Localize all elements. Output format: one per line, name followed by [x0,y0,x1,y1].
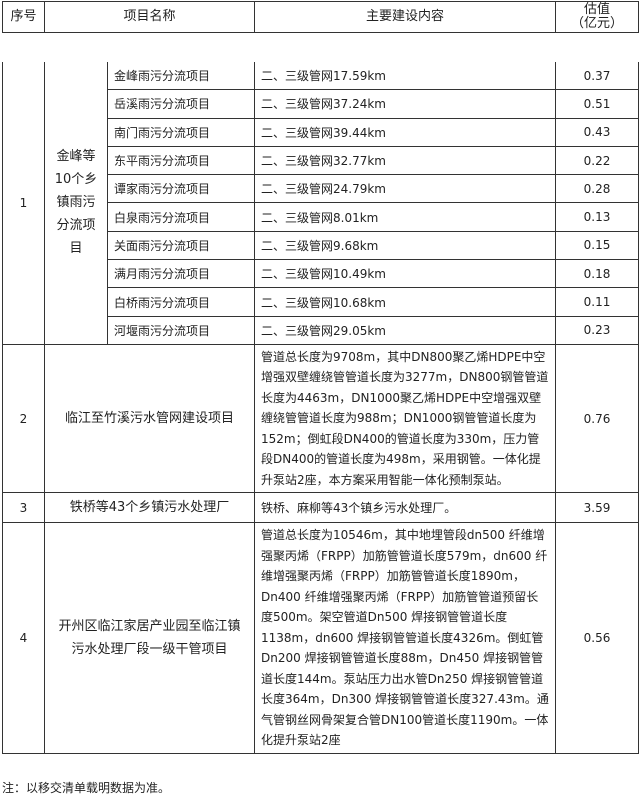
row-seq: 4 [2,522,45,754]
subproject-value: 0.18 [555,259,639,289]
project-content: 管道总长度为10546m，其中地埋管段dn500 纤维增强聚丙烯（FRPP）加筋… [254,522,556,754]
table-row: 河堰雨污分流项目 二、三级管网29.05km 0.23 [3,315,639,345]
project-content: 管道总长度为9708m，其中DN800聚乙烯HDPE中空增强双壁缠绕管管道长度为… [254,343,556,494]
table-row: 东平雨污分流项目 二、三级管网32.77km 0.22 [3,145,639,176]
project-value: 3.59 [555,492,639,524]
project-content: 铁桥、麻柳等43个镇乡污水处理厂。 [254,492,556,524]
subproject-name: 谭家雨污分流项目 [107,174,255,204]
table-row: 南门雨污分流项目 二、三级管网39.44km 0.43 [3,117,639,147]
subproject-value: 0.28 [555,174,639,204]
subproject-name: 白泉雨污分流项目 [107,202,255,232]
subproject-name: 金峰雨污分流项目 [107,62,255,91]
project-table: 1 金峰等10个乡镇雨污分流项目 金峰雨污分流项目 二、三级管网17.59km 0.37… [2,62,639,754]
table-row: 4 开州区临江家居产业园至临江镇污水处理厂段一级干管项目 管道总长度为10546m，… [2,522,639,754]
subproject-name: 南门雨污分流项目 [107,117,255,147]
table-row: 岳溪雨污分流项目 二、三级管网37.24km 0.51 [3,89,639,119]
footnote: 注：以移交清单载明数据为准。 [2,781,171,795]
subproject-value: 0.13 [555,202,639,232]
table-row: 白泉雨污分流项目 二、三级管网8.01km 0.13 [3,202,639,232]
table-row: 1 金峰等10个乡镇雨污分流项目 金峰雨污分流项目 二、三级管网17.59km 0.37 [2,62,639,345]
table-row: 白桥雨污分流项目 二、三级管网10.68km 0.11 [3,287,639,317]
subproject-content: 二、三级管网39.44km [254,117,556,147]
subproject-content: 二、三级管网8.01km [254,202,556,232]
subproject-value: 0.37 [555,62,639,91]
subproject-value: 0.15 [555,230,639,261]
subproject-name: 东平雨污分流项目 [107,145,255,176]
table-row: 2 临江至竹溪污水管网建设项目 管道总长度为9708m，其中DN800聚乙烯HDPE… [2,343,639,494]
table-row: 满月雨污分流项目 二、三级管网10.49km 0.18 [3,259,639,289]
subproject-value: 0.51 [555,89,639,119]
subproject-content: 二、三级管网17.59km [254,62,556,91]
table-row: 关面雨污分流项目 二、三级管网9.68km 0.15 [3,230,639,261]
subproject-content: 二、三级管网24.79km [254,174,556,204]
subproject-content: 二、三级管网10.49km [254,259,556,289]
header-content: 主要建设内容 [254,1,556,33]
row-seq: 3 [2,492,45,524]
group-name: 金峰等10个乡镇雨污分流项目 [44,62,108,345]
row-seq: 2 [2,343,45,494]
header-value-line2: （亿元） [570,16,623,31]
project-value: 0.56 [555,522,639,754]
table-row: 3 铁桥等43个乡镇污水处理厂 铁桥、麻柳等43个镇乡污水处理厂。 3.59 [2,492,639,524]
subproject-content: 二、三级管网9.68km [254,230,556,261]
header-name: 项目名称 [44,1,255,33]
project-name: 铁桥等43个乡镇污水处理厂 [44,492,255,524]
subproject-name: 关面雨污分流项目 [107,230,255,261]
subproject-name: 河堰雨污分流项目 [107,315,255,345]
table-header: 序号 项目名称 主要建设内容 估值 （亿元） [2,1,639,33]
subproject-content: 二、三级管网10.68km [254,287,556,317]
subproject-value: 0.11 [555,287,639,317]
project-name: 开州区临江家居产业园至临江镇污水处理厂段一级干管项目 [44,522,255,754]
project-name: 临江至竹溪污水管网建设项目 [44,343,255,494]
subproject-value: 0.22 [555,145,639,176]
subproject-name: 满月雨污分流项目 [107,259,255,289]
subproject-name: 岳溪雨污分流项目 [107,89,255,119]
row-seq: 1 [2,62,45,345]
header-seq: 序号 [2,1,45,33]
header-value: 估值 （亿元） [555,1,639,33]
subproject-value: 0.23 [555,315,639,345]
subproject-content: 二、三级管网29.05km [254,315,556,345]
table-row: 谭家雨污分流项目 二、三级管网24.79km 0.28 [3,174,639,204]
subproject-content: 二、三级管网32.77km [254,145,556,176]
subproject-content: 二、三级管网37.24km [254,89,556,119]
subproject-value: 0.43 [555,117,639,147]
subproject-name: 白桥雨污分流项目 [107,287,255,317]
project-value: 0.76 [555,343,639,494]
header-value-line1: 估值 [583,2,610,17]
